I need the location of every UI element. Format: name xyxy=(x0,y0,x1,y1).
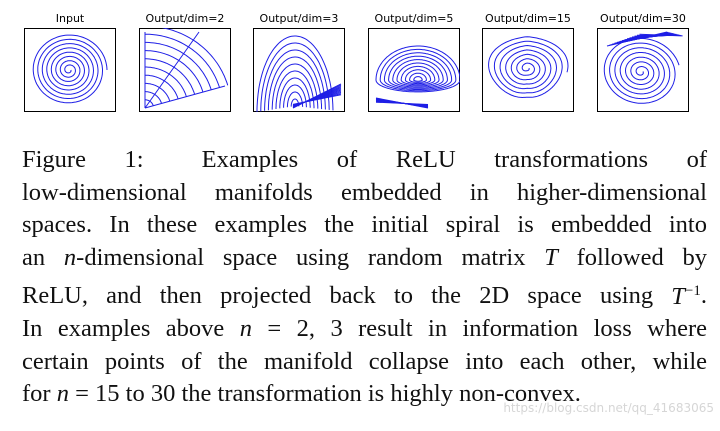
lens-curve xyxy=(400,65,436,86)
caption-line: low-dimensional manifolds embedded in hi… xyxy=(22,177,707,210)
dome-curve xyxy=(256,35,334,112)
plot-dim-2 xyxy=(139,28,231,112)
panel-dim-3: Output/dim=3 xyxy=(253,12,345,112)
plot-dim-15 xyxy=(482,28,574,112)
lens-curve xyxy=(409,72,427,83)
dome-curve xyxy=(283,84,307,108)
dome-curve xyxy=(264,49,326,111)
lens-curve xyxy=(404,69,432,85)
fan-arc xyxy=(145,82,171,102)
fan-arc xyxy=(145,91,162,104)
lens-curve xyxy=(396,62,440,87)
caption-text: Examples of ReLU transformations of xyxy=(201,146,707,173)
caption-line: In examples above n = 2, 3 result in inf… xyxy=(22,313,707,346)
spiral-curve xyxy=(32,34,108,104)
lens-curve xyxy=(413,76,423,82)
spiral-curve xyxy=(603,37,680,104)
dome-curve xyxy=(260,42,330,112)
panel-dim-5: Output/dim=5 xyxy=(368,12,460,112)
caption-line: certain points of the manifold collapse … xyxy=(22,346,707,379)
panel-title: Input xyxy=(55,12,85,25)
lens-curve xyxy=(379,48,457,92)
caption-text: an xyxy=(22,243,64,271)
lens-ray xyxy=(375,101,429,105)
fan-arc xyxy=(145,74,179,100)
spiral-curve xyxy=(488,36,569,99)
figure-panels: Input Output/dim=2 Output/dim=3 Output/d… xyxy=(0,0,720,120)
fan-arc xyxy=(145,33,220,88)
math-T-inverse: T−1 xyxy=(671,282,701,310)
caption-text: ReLU, and then projected back to the 2D … xyxy=(22,282,672,310)
fan-arc xyxy=(161,28,229,86)
panel-title: Output/dim=15 xyxy=(485,12,571,25)
panel-input: Input xyxy=(24,12,116,112)
caption-text: low-dimensional manifolds embedded in hi… xyxy=(22,178,707,206)
dome-ray xyxy=(292,94,342,105)
caption-line: spaces. In these examples the initial sp… xyxy=(22,209,707,242)
figure-label: Figure 1: xyxy=(22,146,144,173)
lens-curve xyxy=(388,55,448,89)
plot-dim-30 xyxy=(597,28,689,112)
fan-arc xyxy=(145,50,204,93)
fan-arc xyxy=(145,41,212,90)
caption-text: -dimensional space using random matrix xyxy=(76,243,545,271)
lens-curve xyxy=(375,45,460,93)
dome-curve xyxy=(286,91,304,108)
math-T: T xyxy=(544,243,558,271)
math-n: n xyxy=(56,380,69,408)
figure-caption: Figure 1: Examples of ReLU transformation… xyxy=(22,144,707,411)
plot-input xyxy=(24,28,116,112)
lens-curve xyxy=(392,59,444,88)
caption-line: Figure 1: Examples of ReLU transformation… xyxy=(22,144,707,177)
caption-text: = 15 to 30 the transformation is highly … xyxy=(68,380,581,408)
panel-dim-2: Output/dim=2 xyxy=(139,12,231,112)
caption-text: followed by xyxy=(557,243,708,271)
dome-curve xyxy=(271,63,319,110)
caption-text: for xyxy=(22,380,57,408)
plot-dim-3 xyxy=(253,28,345,112)
caption-text: certain points of the manifold collapse … xyxy=(22,347,707,375)
panel-title: Output/dim=5 xyxy=(374,12,454,25)
caption-line: for n = 15 to 30 the transformation is h… xyxy=(22,378,707,411)
fan-edge xyxy=(144,31,200,109)
plot-dim-5 xyxy=(368,28,460,112)
hatch-ray xyxy=(639,33,683,37)
fan-edge xyxy=(144,85,226,109)
math-n: n xyxy=(239,315,252,343)
fan-arc xyxy=(145,66,187,97)
dome-curve xyxy=(290,98,300,107)
panel-title: Output/dim=30 xyxy=(600,12,686,25)
panel-title: Output/dim=2 xyxy=(145,12,225,25)
dome-curve xyxy=(279,77,311,109)
math-n: n xyxy=(63,243,77,271)
dome-curve xyxy=(275,70,315,109)
caption-line: ReLU, and then projected back to the 2D … xyxy=(22,274,707,313)
panel-dim-30: Output/dim=30 xyxy=(597,12,689,112)
caption-text: spaces. In these examples the initial sp… xyxy=(22,211,707,239)
lens-curve xyxy=(383,52,453,90)
caption-text: In examples above xyxy=(22,315,240,343)
caption-text: = 2, 3 result in information loss where xyxy=(251,315,708,343)
panel-title: Output/dim=3 xyxy=(259,12,339,25)
caption-line: an n-dimensional space using random matr… xyxy=(22,242,707,275)
caption-text: . xyxy=(700,282,707,310)
dome-curve xyxy=(267,56,323,111)
panel-dim-15: Output/dim=15 xyxy=(482,12,574,112)
fan-arc xyxy=(145,58,196,95)
watermark: https://blog.csdn.net/qq_41683065 xyxy=(503,401,714,415)
